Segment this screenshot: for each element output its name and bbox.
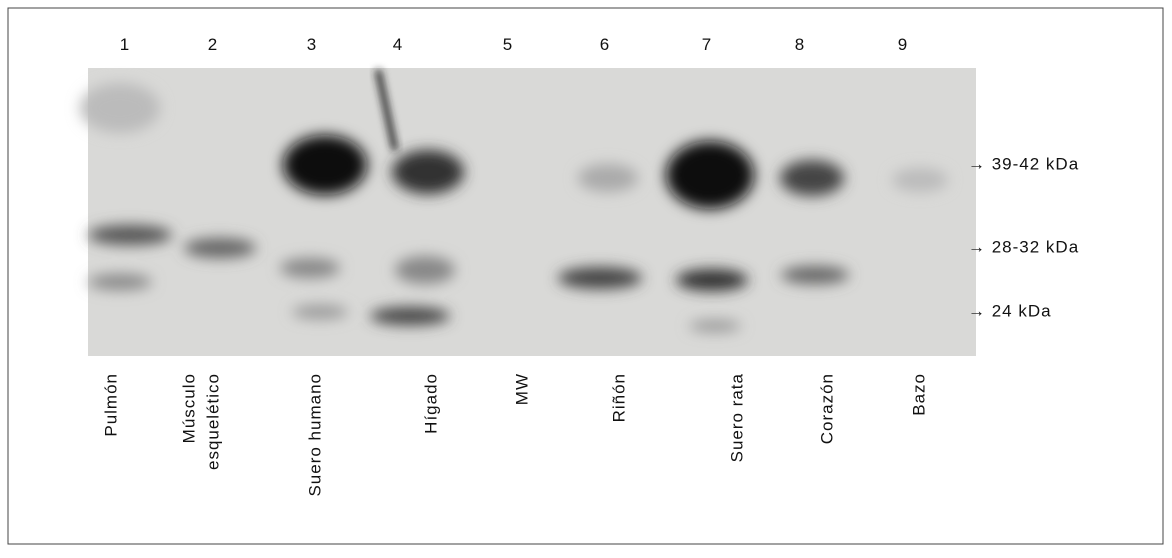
membrane: [88, 68, 976, 356]
lane-labels: 1 Pulmón 2 Músculo esquelético 3 Suero humano 4…: [101, 35, 928, 497]
lane-number: 9: [898, 35, 908, 54]
lane-label: esquelético: [203, 373, 222, 470]
lane-label: Hígado: [421, 373, 440, 434]
marker-labels: → 39-42 kDa → 28-32 kDa → 24 kDa: [968, 154, 1079, 320]
lane-number: 1: [120, 35, 130, 54]
marker-label: → 28-32 kDa: [968, 237, 1079, 256]
blot: [80, 68, 976, 356]
lane-label: Corazón: [817, 373, 836, 444]
lane-number: 8: [795, 35, 805, 54]
lane-number: 5: [503, 35, 513, 54]
lane-label: MW: [512, 373, 531, 405]
marker-label: → 39-42 kDa: [968, 154, 1079, 173]
lane-label: Pulmón: [101, 373, 120, 437]
lane-label: Suero rata: [727, 373, 746, 462]
lane-label: Músculo: [179, 373, 198, 443]
artifact: [375, 69, 398, 151]
lane-label: Bazo: [909, 373, 928, 416]
lane-label: Riñón: [609, 373, 628, 422]
lane-number: 3: [307, 35, 317, 54]
bands: [80, 83, 948, 332]
lane-label: Suero humano: [305, 373, 324, 497]
marker-label: → 24 kDa: [968, 301, 1052, 320]
lane-number: 4: [393, 35, 403, 54]
lane-number: 2: [208, 35, 218, 54]
lane-number: 6: [600, 35, 610, 54]
lane-number: 7: [702, 35, 712, 54]
